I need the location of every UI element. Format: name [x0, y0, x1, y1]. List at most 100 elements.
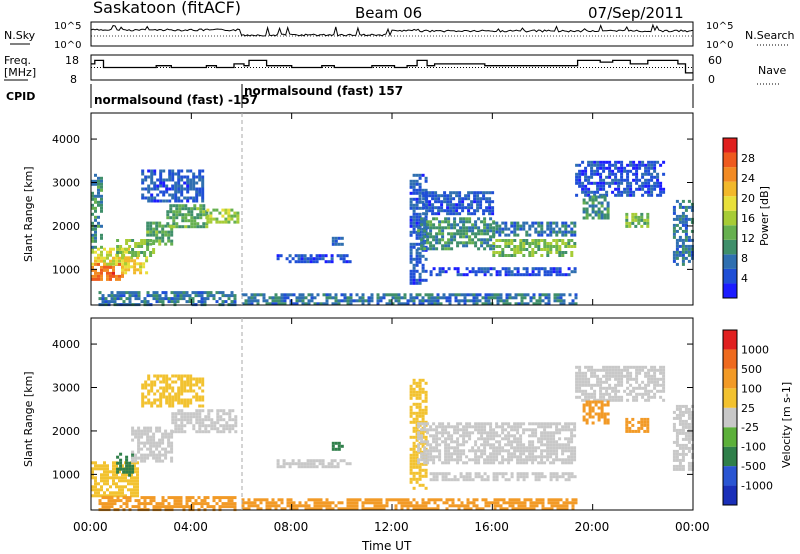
power-cells-cell-20 [600, 204, 604, 208]
vel-cells-cell-9 [418, 387, 422, 391]
power-cells-cell-10 [327, 260, 331, 264]
vel-cells-cell-10 [444, 437, 448, 441]
power-cells-cell-10 [309, 260, 313, 264]
power-cells-cell-14 [468, 226, 472, 230]
vel-cells-cell-10 [423, 425, 427, 429]
vel-cells-cell-10 [450, 440, 454, 444]
vel-cells-cell-9 [415, 471, 419, 475]
vel-cells-cell-5 [209, 505, 213, 509]
vel-cells-cell-10 [480, 455, 484, 459]
power-cells-cell-12 [274, 293, 278, 297]
power-cells-cell-8 [162, 181, 166, 185]
vel-cells-cell-15 [681, 467, 685, 471]
vel-cells-cell-10 [468, 458, 472, 462]
power-cells-cell-6 [202, 213, 206, 217]
vel-cells-cell-5 [125, 502, 129, 506]
vel-cells-cell-0 [109, 491, 112, 495]
vel-cells-cell-2 [137, 456, 141, 460]
power-cells-cell-19 [614, 163, 618, 167]
vel-cells-cell-10 [519, 455, 523, 459]
vel-cells-cell-11 [531, 472, 535, 476]
vel-cells-cell-10 [537, 437, 541, 441]
vel-cells-cell-3 [183, 418, 187, 422]
vel-cells-cell-10 [540, 422, 544, 426]
power-cells-cell-8 [150, 199, 154, 203]
power-cells-cell-15 [428, 200, 432, 204]
power-cells-cell-8 [186, 175, 190, 179]
power-cells-cell-13 [412, 209, 416, 213]
vel-cells-cell-5 [188, 499, 192, 503]
power-cells-cell-15 [476, 209, 480, 213]
power-cells-cell-9 [221, 294, 225, 298]
power-cells-cell-20 [603, 213, 607, 217]
power-cells-cell-20 [585, 201, 589, 205]
velocity-colorbar-tick-5: -100 [741, 441, 766, 454]
power-cells-cell-0 [100, 277, 103, 281]
vel-cells-cell-10 [432, 428, 436, 432]
vel-cells-cell-2 [152, 453, 156, 457]
vel-cells-cell-10 [432, 458, 436, 462]
vel-cells-cell-12 [581, 371, 585, 375]
power-cells-cell-14 [438, 226, 442, 230]
vel-cells-cell-4 [147, 389, 151, 393]
power-cells-cell-13 [409, 185, 413, 189]
vel-cells-cell-5 [212, 505, 216, 509]
vel-cells-cell-12 [596, 380, 600, 384]
power-cells-cell-14 [432, 223, 436, 227]
vel-cells-cell-10 [456, 461, 460, 465]
power-cells-cell-15 [452, 206, 456, 210]
vel-cells-cell-8 [532, 501, 536, 505]
power-cells-cell-6 [184, 204, 188, 208]
vel-cells-cell-8 [304, 507, 308, 511]
power-cells-cell-8 [141, 193, 145, 197]
power-cells-cell-12 [394, 296, 398, 300]
vel-cells-cell-5 [104, 505, 108, 509]
power-cells-cell-18 [507, 267, 511, 271]
vel-cells-cell-3 [201, 421, 205, 425]
vel-cells-cell-10 [474, 458, 478, 462]
power-cells-cell-9 [128, 297, 132, 301]
power-cells-cell-12 [562, 293, 566, 297]
vel-cells-cell-5 [173, 499, 177, 503]
power-cells-cell-15 [455, 203, 459, 207]
power-cells-cell-19 [659, 193, 663, 197]
power-cells-cell-19 [614, 193, 618, 197]
vel-cells-cell-4 [141, 383, 145, 387]
power-cells-cell-12 [388, 299, 392, 303]
power-cells-cell-20 [591, 207, 595, 211]
vel-cells-cell-9 [424, 390, 428, 394]
vel-cells-cell-10 [516, 428, 520, 432]
power-cells-cell-12 [325, 296, 329, 300]
vel-cells-cell-12 [614, 395, 618, 399]
vel-cells-cell-3 [231, 418, 235, 422]
power-cells-cell-19 [596, 181, 600, 185]
vel-cells-cell-10 [462, 452, 466, 456]
power-cells-cell-6 [190, 225, 194, 229]
power-cells-cell-14 [426, 226, 430, 230]
vel-cells-cell-10 [423, 449, 427, 453]
power-cells-cell-14 [441, 226, 445, 230]
vel-cells-cell-12 [584, 389, 588, 393]
power-cells-cell-19 [581, 184, 585, 188]
power-cells-cell-2 [94, 245, 97, 249]
vel-cells-cell-13 [600, 406, 604, 410]
vel-cells-cell-15 [672, 416, 676, 420]
power-cells-cell-18 [543, 267, 547, 271]
vel-cells-cell-12 [590, 383, 594, 387]
vel-cells-cell-10 [489, 428, 493, 432]
vel-cells-cell-10 [489, 425, 493, 429]
vel-cells-cell-5 [176, 496, 180, 500]
vel-cells-cell-10 [453, 440, 457, 444]
power-cells-cell-6 [172, 222, 176, 226]
vel-cells-cell-6 [282, 459, 286, 463]
power-cells-cell-20 [603, 198, 607, 202]
power-cells-cell-16 [552, 239, 556, 242]
vel-cells-cell-4 [201, 380, 205, 384]
power-cells-cell-14 [462, 229, 466, 233]
vel-cells-cell-3 [180, 430, 184, 434]
power-cells-cell-14 [486, 229, 490, 233]
power-cells-cell-6 [184, 219, 188, 223]
vel-cells-cell-0 [130, 482, 133, 486]
vel-cells-cell-13 [582, 418, 586, 422]
vel-cells-cell-14 [637, 420, 641, 424]
